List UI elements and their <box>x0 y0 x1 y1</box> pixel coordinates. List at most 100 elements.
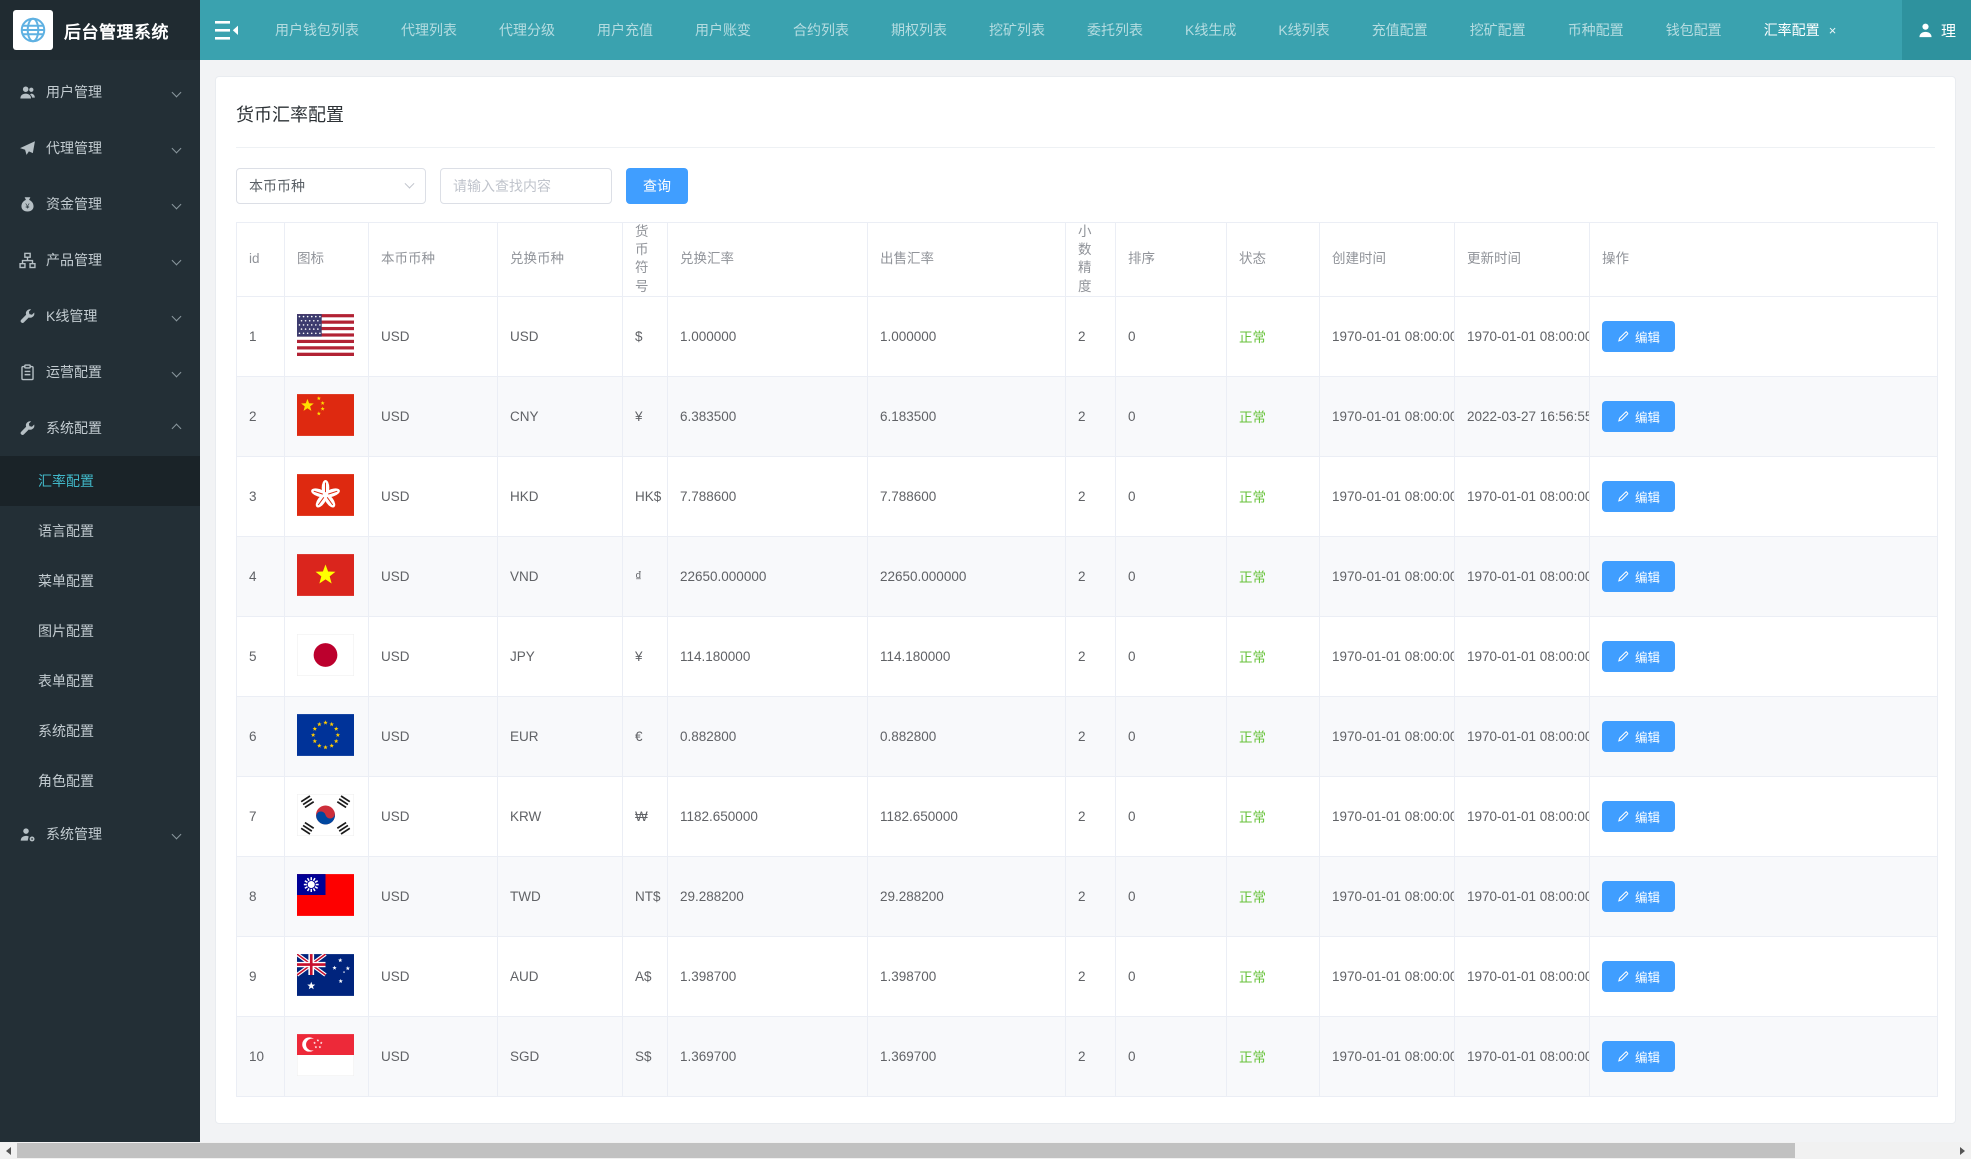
nav-tab-label: 用户充值 <box>597 20 653 40</box>
nav-tab-4[interactable]: 用户充值 <box>576 0 674 60</box>
nav-tab-2[interactable]: 代理列表 <box>380 0 478 60</box>
cell-sort: 0 <box>1116 1016 1227 1096</box>
sidebar-subitem-4[interactable]: 图片配置 <box>0 606 200 656</box>
edit-button[interactable]: 编辑 <box>1602 881 1675 912</box>
nav-tab-6[interactable]: 合约列表 <box>772 0 870 60</box>
pencil-icon <box>1617 970 1629 982</box>
nav-tab-7[interactable]: 期权列表 <box>870 0 968 60</box>
nav-tab-label: 代理列表 <box>401 20 457 40</box>
cell-id: 2 <box>237 376 285 456</box>
table-row: 7USDKRW₩1182.6500001182.65000020正常1970-0… <box>237 776 1938 856</box>
sidebar-subitem-5[interactable]: 表单配置 <box>0 656 200 706</box>
cell-quote-currency: CNY <box>498 376 623 456</box>
status-badge: 正常 <box>1239 570 1266 585</box>
edit-button[interactable]: 编辑 <box>1602 321 1675 352</box>
column-header: 状态 <box>1227 223 1320 297</box>
nav-tab-label: 币种配置 <box>1568 20 1624 40</box>
edit-button[interactable]: 编辑 <box>1602 801 1675 832</box>
nav-tab-13[interactable]: 挖矿配置 <box>1449 0 1547 60</box>
column-header: 兑换币种 <box>498 223 623 297</box>
cell-flag <box>285 696 369 776</box>
scrollbar-thumb[interactable] <box>17 1143 1795 1158</box>
edit-button[interactable]: 编辑 <box>1602 641 1675 672</box>
edit-button[interactable]: 编辑 <box>1602 1041 1675 1072</box>
cell-id: 9 <box>237 936 285 1016</box>
chevron-up-icon <box>172 423 182 433</box>
nav-tab-10[interactable]: K线生成 <box>1164 0 1257 60</box>
column-header: 本币币种 <box>369 223 498 297</box>
edit-button[interactable]: 编辑 <box>1602 481 1675 512</box>
edit-button[interactable]: 编辑 <box>1602 401 1675 432</box>
sidebar-item-2[interactable]: 代理管理 <box>0 120 200 176</box>
cell-exchange-rate: 0.882800 <box>668 696 868 776</box>
cell-base-currency: USD <box>369 376 498 456</box>
search-input[interactable] <box>440 168 612 204</box>
sidebar-subitem-6[interactable]: 系统配置 <box>0 706 200 756</box>
cell-quote-currency: AUD <box>498 936 623 1016</box>
edit-button[interactable]: 编辑 <box>1602 961 1675 992</box>
cell-flag <box>285 776 369 856</box>
column-header: 出售汇率 <box>868 223 1066 297</box>
status-badge: 正常 <box>1239 970 1266 985</box>
sidebar-item-8[interactable]: 系统管理 <box>0 806 200 862</box>
money-bag-icon: ¥ <box>19 196 36 213</box>
cell-flag <box>285 296 369 376</box>
sidebar-subitem-7[interactable]: 角色配置 <box>0 756 200 806</box>
edit-button[interactable]: 编辑 <box>1602 721 1675 752</box>
sidebar-subitem-2[interactable]: 语言配置 <box>0 506 200 556</box>
sidebar-item-1[interactable]: 用户管理 <box>0 64 200 120</box>
cell-id: 8 <box>237 856 285 936</box>
sidebar-item-6[interactable]: 运营配置 <box>0 344 200 400</box>
cell-updated-at: 1970-01-01 08:00:00 <box>1455 616 1590 696</box>
scroll-left-arrow-icon[interactable] <box>0 1142 17 1159</box>
nav-tab-8[interactable]: 挖矿列表 <box>968 0 1066 60</box>
close-tab-icon[interactable]: × <box>1829 23 1837 38</box>
chevron-down-icon <box>172 143 182 153</box>
sidebar-item-4[interactable]: 产品管理 <box>0 232 200 288</box>
cell-id: 6 <box>237 696 285 776</box>
taiwan-flag-icon <box>297 874 354 916</box>
cell-actions: 编辑 <box>1590 376 1938 456</box>
cell-sort: 0 <box>1116 296 1227 376</box>
cell-created-at: 1970-01-01 08:00:00 <box>1320 696 1455 776</box>
cell-currency-symbol: € <box>623 696 668 776</box>
cell-exchange-rate: 1182.650000 <box>668 776 868 856</box>
cell-exchange-rate: 1.398700 <box>668 936 868 1016</box>
user-avatar-icon <box>1917 22 1934 39</box>
nav-tab-3[interactable]: 代理分级 <box>478 0 576 60</box>
rates-table: id图标本币币种兑换币种货币符号兑换汇率出售汇率小数精度排序状态创建时间更新时间… <box>236 222 1938 1097</box>
chevron-down-icon <box>172 311 182 321</box>
cell-precision: 2 <box>1066 296 1116 376</box>
nav-tab-11[interactable]: K线列表 <box>1257 0 1350 60</box>
paper-plane-icon <box>19 140 36 157</box>
nav-tab-label: 挖矿配置 <box>1470 20 1526 40</box>
nav-tab-label: K线列表 <box>1278 20 1329 40</box>
scroll-right-arrow-icon[interactable] <box>1954 1142 1971 1159</box>
nav-tab-9[interactable]: 委托列表 <box>1066 0 1164 60</box>
sidebar-collapse-button[interactable] <box>200 0 254 60</box>
user-menu[interactable]: 理 <box>1902 0 1971 60</box>
cell-precision: 2 <box>1066 376 1116 456</box>
cell-updated-at: 1970-01-01 08:00:00 <box>1455 536 1590 616</box>
cell-currency-symbol: A$ <box>623 936 668 1016</box>
nav-tab-15[interactable]: 钱包配置 <box>1645 0 1743 60</box>
nav-tab-1[interactable]: 用户钱包列表 <box>254 0 380 60</box>
nav-tab-5[interactable]: 用户账变 <box>674 0 772 60</box>
nav-tab-16[interactable]: 汇率配置× <box>1743 0 1858 60</box>
nav-tab-label: 用户钱包列表 <box>275 20 359 40</box>
nav-tab-12[interactable]: 充值配置 <box>1351 0 1449 60</box>
cell-flag <box>285 376 369 456</box>
table-row: 10USDSGDS$1.3697001.36970020正常1970-01-01… <box>237 1016 1938 1096</box>
nav-tab-14[interactable]: 币种配置 <box>1547 0 1645 60</box>
search-button[interactable]: 查询 <box>626 168 688 204</box>
nav-tab-label: 代理分级 <box>499 20 555 40</box>
edit-button[interactable]: 编辑 <box>1602 561 1675 592</box>
sidebar-subitem-3[interactable]: 菜单配置 <box>0 556 200 606</box>
sidebar-item-7[interactable]: 系统配置 <box>0 400 200 456</box>
sidebar-subitem-1[interactable]: 汇率配置 <box>0 456 200 506</box>
sidebar-item-3[interactable]: ¥资金管理 <box>0 176 200 232</box>
cell-flag <box>285 856 369 936</box>
table-row: 2USDCNY¥6.3835006.18350020正常1970-01-01 0… <box>237 376 1938 456</box>
sidebar-item-5[interactable]: K线管理 <box>0 288 200 344</box>
base-currency-select[interactable]: 本币币种 <box>236 168 426 204</box>
